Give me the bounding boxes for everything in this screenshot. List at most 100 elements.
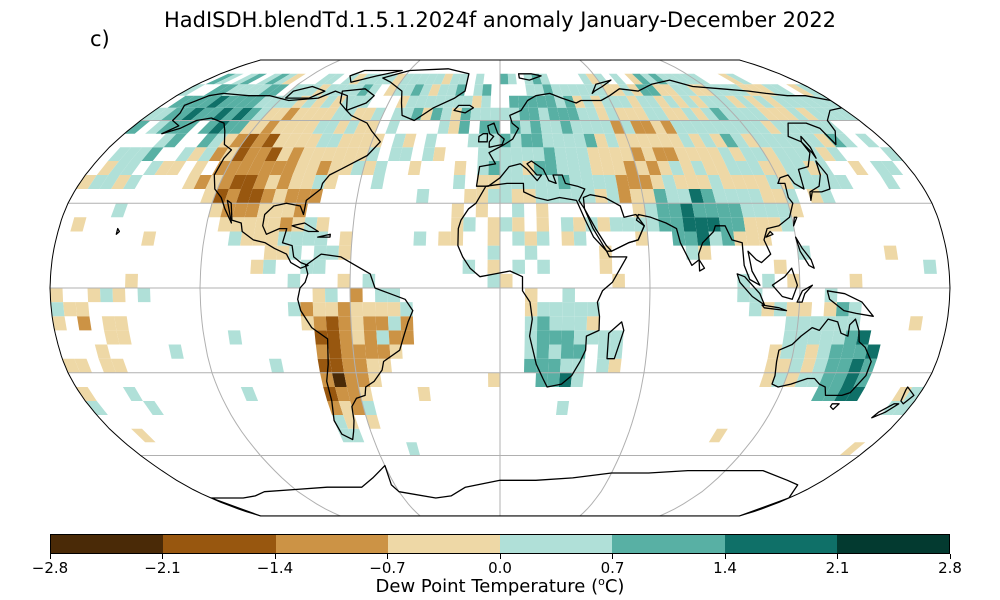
anomaly-cell — [687, 133, 707, 148]
anomaly-cell — [697, 95, 719, 108]
anomaly-cell — [673, 147, 691, 161]
anomaly-cell — [679, 95, 700, 108]
anomaly-cell — [819, 330, 835, 345]
anomaly-cell — [364, 344, 379, 359]
anomaly-cell — [473, 84, 484, 96]
anomaly-cell — [373, 161, 388, 175]
anomaly-cell — [848, 358, 865, 373]
anomaly-cell — [263, 245, 278, 260]
anomaly-cell — [315, 344, 330, 359]
anomaly-cell — [101, 316, 117, 331]
anomaly-cell — [750, 133, 772, 148]
anomaly-cell — [500, 217, 513, 232]
anomaly-cell — [181, 175, 201, 189]
anomaly-cell — [390, 73, 407, 85]
anomaly-cell — [718, 107, 740, 121]
anomaly-cell — [196, 133, 219, 148]
anomaly-cell — [348, 428, 365, 443]
anomaly-cell — [719, 120, 741, 134]
anomaly-cell — [313, 316, 327, 331]
anomaly-cell — [260, 107, 282, 121]
anomaly-cell — [325, 245, 340, 260]
anomaly-cell — [290, 107, 311, 121]
anomaly-cell — [619, 120, 636, 134]
anomaly-cell — [707, 175, 724, 189]
anomaly-cell — [405, 95, 420, 108]
anomaly-cell — [391, 133, 407, 148]
anomaly-cell — [250, 133, 271, 148]
anomaly-cell — [110, 358, 128, 373]
anomaly-cell — [449, 73, 462, 85]
map-title: HadISDH.blendTd.1.5.1.2024f anomaly Janu… — [163, 8, 837, 32]
anomaly-cell — [350, 302, 364, 317]
anomaly-cell — [327, 161, 344, 175]
anomaly-grid-cells — [50, 73, 937, 456]
anomaly-cell — [350, 401, 366, 415]
anomaly-cell — [451, 203, 464, 218]
coastline-tasmania — [829, 403, 840, 411]
anomaly-cell — [52, 316, 67, 331]
anomaly-cell — [849, 273, 863, 288]
anomaly-cell — [549, 316, 563, 331]
anomaly-cell — [417, 387, 431, 401]
anomaly-cell — [684, 231, 698, 246]
anomaly-cell — [676, 84, 698, 96]
anomaly-cell — [680, 203, 695, 218]
anomaly-cell — [679, 161, 696, 175]
coastline-victoria — [284, 85, 326, 99]
anomaly-cell — [730, 175, 748, 189]
anomaly-cell — [573, 344, 586, 359]
anomaly-cell — [400, 316, 414, 331]
anomaly-cell — [312, 302, 326, 317]
anomaly-cell — [573, 133, 587, 148]
anomaly-cell — [205, 73, 236, 85]
anomaly-cell — [287, 147, 305, 161]
anomaly-cell — [446, 84, 458, 96]
anomaly-cell — [488, 189, 500, 204]
anomaly-cell — [557, 107, 570, 121]
anomaly-cell — [569, 120, 584, 134]
anomaly-cell — [661, 95, 681, 108]
anomaly-cell — [383, 84, 399, 96]
anomaly-cell — [632, 203, 646, 218]
anomaly-cell — [603, 175, 618, 189]
anomaly-cell — [100, 288, 113, 303]
coastline-hainan — [765, 230, 774, 238]
anomaly-cell — [250, 259, 264, 274]
colorbar-tick-label: −1.4 — [256, 559, 294, 577]
anomaly-cell — [261, 133, 281, 148]
anomaly-cell — [522, 161, 535, 175]
coastline-iceland — [453, 104, 475, 114]
anomaly-cell — [698, 133, 717, 148]
anomaly-cell — [616, 95, 633, 108]
anomaly-cell — [630, 147, 646, 161]
anomaly-cell — [665, 189, 680, 204]
anomaly-cell — [608, 147, 624, 161]
anomaly-cell — [619, 147, 635, 161]
anomaly-cell — [385, 120, 401, 134]
anomaly-cell — [573, 231, 587, 246]
anomaly-cell — [487, 245, 500, 260]
anomaly-cell — [813, 133, 837, 148]
anomaly-cell — [124, 120, 151, 134]
coastline-antarctica — [210, 464, 799, 516]
anomaly-cell — [542, 84, 554, 96]
anomaly-cell — [573, 330, 587, 345]
anomaly-cell — [114, 316, 129, 331]
anomaly-cell — [583, 133, 598, 148]
anomaly-cell — [272, 189, 288, 204]
anomaly-cell — [240, 231, 255, 246]
colorbar-label-prefix: Dew Point Temperature ( — [375, 576, 599, 597]
anomaly-cell — [326, 133, 344, 148]
anomaly-cell — [786, 302, 800, 317]
anomaly-cell — [854, 133, 880, 148]
anomaly-cell — [575, 84, 590, 96]
anomaly-cell — [536, 358, 549, 373]
anomaly-cell — [685, 245, 700, 260]
anomaly-cell — [248, 189, 265, 204]
anomaly-cell — [880, 161, 904, 175]
anomaly-cell — [344, 372, 359, 387]
anomaly-cell — [338, 245, 352, 260]
anomaly-cell — [325, 288, 338, 303]
anomaly-cell — [869, 161, 892, 175]
